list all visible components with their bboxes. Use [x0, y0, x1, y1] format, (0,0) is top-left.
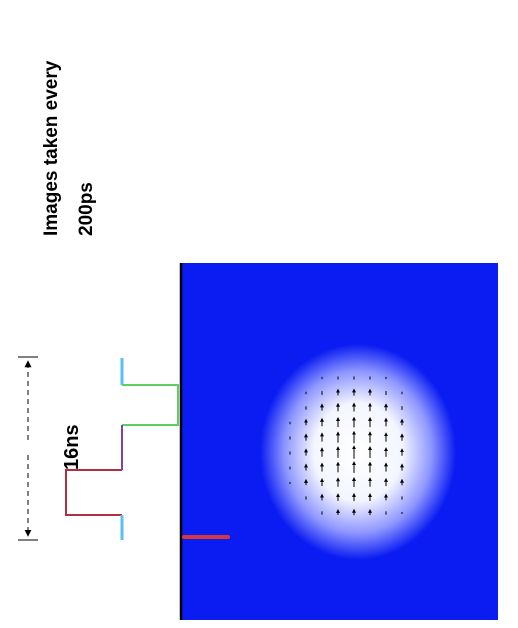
- figure: Images taken every 200ps 16ns: [0, 0, 518, 628]
- pulse-red: [66, 470, 122, 515]
- title-line-2: 200ps: [76, 182, 97, 236]
- title-line-1: Images taken every: [41, 60, 62, 236]
- pulse-green: [122, 385, 178, 425]
- duration-label: 16ns: [61, 424, 83, 470]
- vortex-core: [260, 344, 456, 560]
